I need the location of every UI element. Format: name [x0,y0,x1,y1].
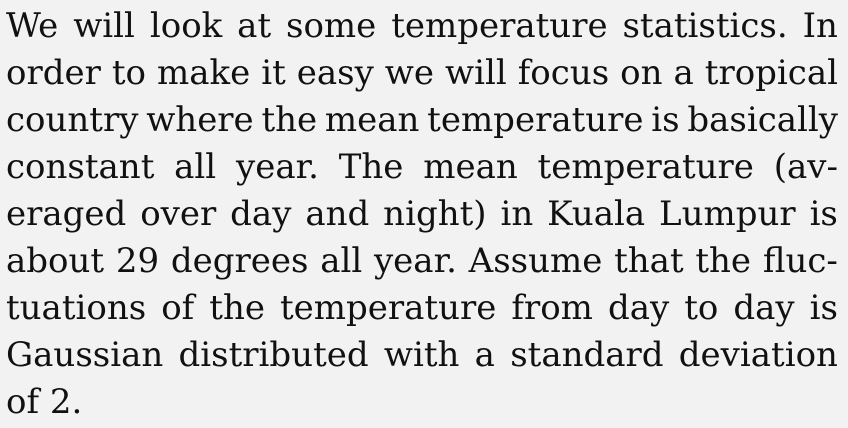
word: night) [383,194,487,234]
word: mean [423,147,518,187]
word: In [802,6,838,46]
word: is [809,288,838,328]
text-line: tuations of the temperature from day to day is [6,285,838,331]
word: standard [510,335,664,375]
word: it [261,53,286,93]
word: (av- [773,147,838,187]
word: temperature [279,288,497,328]
word: the [261,100,318,140]
word: is [651,100,680,140]
word: Gaussian [6,335,164,375]
word: in [500,194,534,234]
word: all [320,241,363,281]
word: from [511,288,593,328]
word: day [733,288,795,328]
word: basically [687,100,838,140]
text-line: Gaussian distributed with a standard deviatio… [6,332,838,378]
word: distributed [178,335,369,375]
word: The [338,147,404,187]
text-line: about 29 degrees all year. Assume that the fluc- [6,238,838,284]
word: eraged [6,194,127,234]
word: look [149,6,223,46]
word: We [6,6,59,46]
word: order [6,53,101,93]
text-line: country where the mean temperature is basicall… [6,97,838,143]
word: temperature [537,147,754,187]
word: constant [6,147,155,187]
word: deviation [678,335,838,375]
word: Lumpur [659,194,796,234]
word: to [111,53,146,93]
word: degrees [170,241,309,281]
word: day [607,288,670,328]
word: mean [324,100,420,140]
word: temperature [391,6,608,46]
word: statistics. [622,6,788,46]
word: where [146,100,254,140]
text-line: order to make it easy we will focus on a tropical [6,50,838,96]
word: tropical [704,53,838,93]
word: to [684,288,719,328]
word: all [174,147,217,187]
word: fluc- [762,241,838,281]
text-line: constant all year. The mean temperature (av- [6,144,838,190]
word: the [209,288,265,328]
word: about [6,241,105,281]
word: day [230,194,292,234]
word: easy [296,53,374,93]
word: a [673,53,694,93]
word: over [140,194,217,234]
word: of [161,288,195,328]
word: year. [235,147,319,187]
word: Kuala [547,194,646,234]
word: Assume [468,241,603,281]
word: of [6,382,40,422]
word: a [474,335,495,375]
word: on [620,53,663,93]
word: focus [517,53,610,93]
word: temperature [427,100,644,140]
word: country [6,100,139,140]
word: 29 [115,241,160,281]
word: with [383,335,460,375]
word: tuations [6,288,147,328]
word: is [809,194,838,234]
word: and [305,194,370,234]
text-line: of 2. [6,379,838,425]
word: the [695,241,752,281]
word: will [445,53,507,93]
word: will [73,6,135,46]
paragraph: We will look at some temperature statistics. In… [6,3,842,423]
word: at [237,6,272,46]
word: that [614,241,684,281]
word: year. [373,241,457,281]
word: make [156,53,251,93]
text-line: eraged over day and night) in Kuala Lumpur is [6,191,838,237]
word: 2. [49,382,83,422]
word: we [384,53,435,93]
word: some [286,6,377,46]
text-line: We will look at some temperature statistics. In [6,3,838,49]
